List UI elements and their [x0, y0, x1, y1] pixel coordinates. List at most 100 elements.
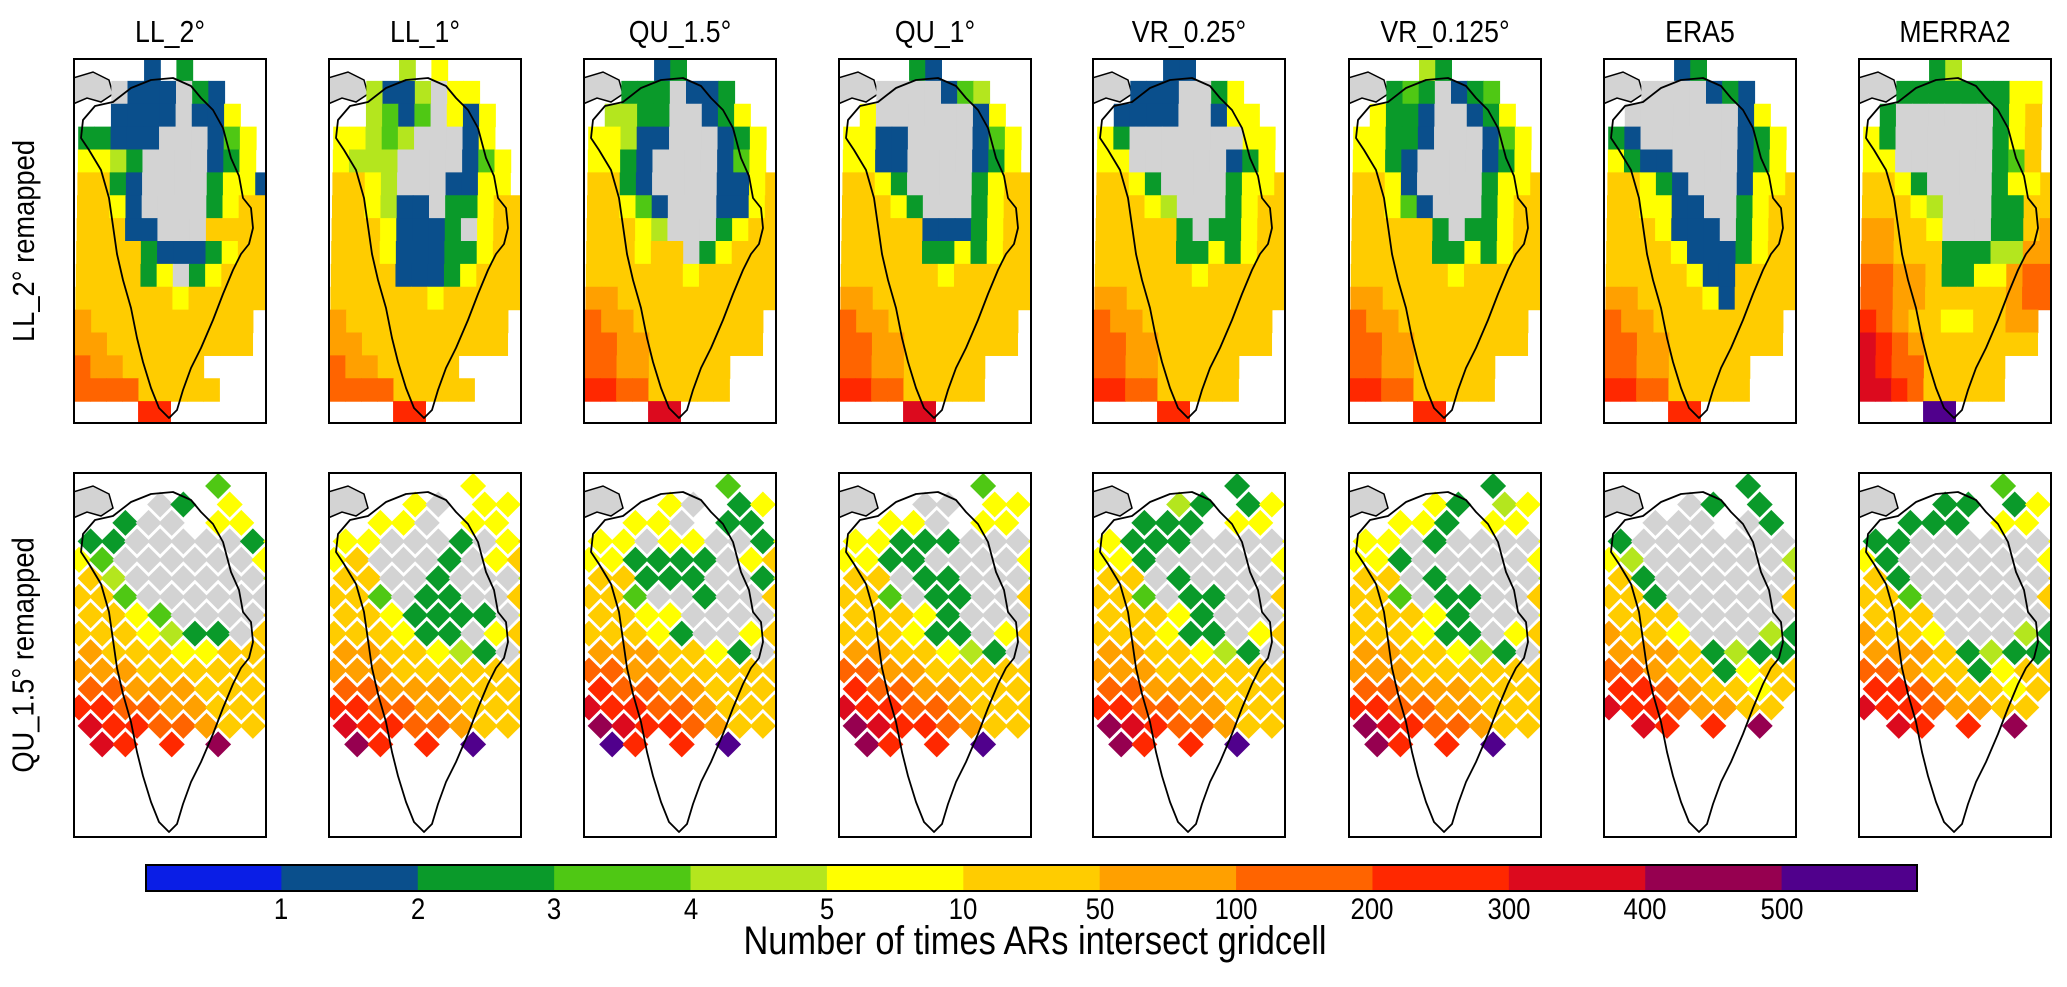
ice-cell: [1908, 528, 1935, 555]
grid-cell: [1433, 731, 1460, 758]
grid-cell: [379, 263, 397, 288]
grid-cell: [648, 378, 666, 402]
grid-cell: [904, 332, 922, 356]
ice-cell: [923, 149, 941, 173]
grid-cell: [617, 286, 635, 311]
grid-cell: [344, 583, 371, 610]
grid-cell: [1173, 378, 1191, 402]
grid-cell: [877, 731, 904, 758]
grid-cell: [1398, 675, 1425, 703]
grid-cell: [125, 172, 143, 196]
grid-cell: [91, 263, 109, 288]
ice-cell: [1665, 509, 1692, 536]
grid-cell: [854, 546, 881, 573]
grid-cell: [377, 355, 395, 379]
grid-cell: [1189, 639, 1216, 666]
grid-cell: [1920, 694, 1947, 721]
map-panel: [73, 58, 267, 424]
grid-cell: [237, 286, 254, 311]
grid-cell: [1381, 332, 1399, 356]
grid-cell: [970, 218, 988, 242]
ice-cell: [907, 126, 925, 151]
grid-cell: [587, 565, 614, 592]
coastline: [1865, 491, 2039, 833]
grid-cell: [1781, 657, 1797, 684]
grid-cell: [1943, 694, 1970, 721]
grid-cell: [1639, 195, 1657, 219]
grid-cell: [1191, 263, 1209, 288]
grid-cell: [1955, 491, 1982, 518]
grid-cell: [875, 126, 893, 151]
grid-cell: [330, 286, 348, 311]
ice-cell: [1942, 195, 1960, 219]
ice-cell: [193, 528, 220, 555]
grid-cell: [329, 332, 347, 356]
grid-cell: [1908, 675, 1935, 703]
grid-cell: [181, 694, 208, 721]
grid-cell: [155, 309, 173, 334]
grid-cell: [1142, 639, 1169, 666]
grid-cell: [1131, 620, 1158, 647]
ice-cell: [1711, 620, 1738, 647]
ice-cell: [1503, 546, 1530, 573]
grid-cell: [1653, 675, 1680, 703]
grid-cell: [349, 126, 367, 151]
grid-cell: [1163, 58, 1180, 82]
grid-cell: [738, 657, 765, 684]
map-panel: [328, 472, 522, 838]
grid-cell: [365, 126, 383, 151]
grid-cell: [1375, 639, 1402, 666]
ice-cell: [1673, 103, 1691, 128]
grid-cell: [1630, 675, 1657, 703]
ice-cell: [158, 172, 175, 196]
grid-cell: [346, 263, 364, 288]
ice-cell: [1212, 528, 1239, 555]
grid-cell: [475, 332, 492, 356]
ice-cell: [703, 602, 730, 629]
grid-cell: [749, 565, 776, 592]
grid-cell: [971, 195, 989, 219]
grid-cell: [1862, 565, 1889, 592]
grid-cell: [1093, 355, 1110, 379]
grid-cell: [1144, 195, 1162, 219]
grid-cell: [603, 149, 621, 173]
grid-cell: [1235, 491, 1262, 518]
grid-cell: [346, 309, 363, 334]
map-panel: [1092, 58, 1286, 424]
grid-cell: [946, 583, 973, 610]
grid-cell: [619, 172, 637, 196]
ice-cell: [955, 195, 972, 219]
grid-cell: [1940, 332, 1958, 356]
grid-cell: [1369, 126, 1387, 151]
grid-cell: [1189, 378, 1207, 402]
grid-cell: [1270, 620, 1286, 647]
grid-cell: [1924, 332, 1942, 356]
grid-cell: [906, 218, 924, 242]
grid-cell: [77, 149, 95, 173]
panel-frame: [1603, 472, 1797, 838]
grid-cell: [1941, 286, 1958, 311]
grid-cell: [1212, 712, 1239, 739]
grid-cell: [587, 149, 605, 173]
grid-cell: [1018, 263, 1032, 288]
ice-cell: [1465, 149, 1483, 173]
grid-cell: [1108, 546, 1135, 573]
ice-cell: [174, 195, 191, 219]
grid-cell: [1119, 675, 1146, 703]
grid-cell: [1096, 602, 1123, 629]
grid-cell: [1858, 546, 1878, 573]
grid-cell: [1945, 58, 1962, 82]
grid-cell: [1623, 149, 1641, 173]
grid-cell: [123, 309, 141, 334]
grid-cell: [1398, 286, 1416, 311]
ice-cell: [2024, 565, 2051, 592]
grid-cell: [1129, 103, 1147, 128]
grid-cell: [1142, 286, 1160, 311]
ice-cell: [1975, 149, 1993, 173]
row-label-text: LL_2° remapped: [6, 139, 42, 343]
grid-cell: [228, 657, 255, 684]
ice-cell: [1711, 546, 1738, 573]
ice-cell: [2001, 602, 2028, 629]
grid-cell: [622, 694, 649, 721]
grid-cell: [912, 528, 939, 555]
